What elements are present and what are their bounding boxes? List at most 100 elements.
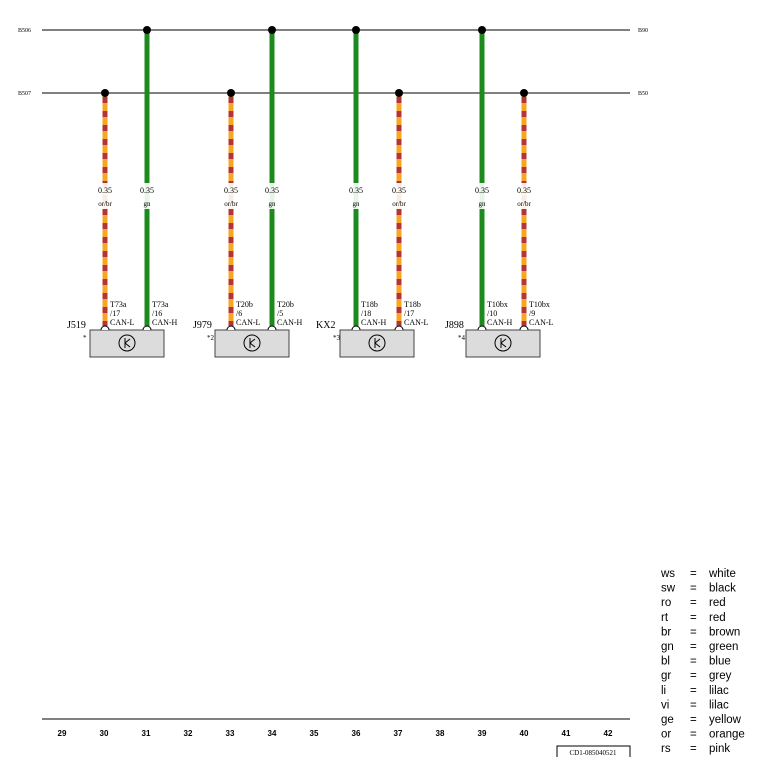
wire-size: 0.35 [517,186,531,195]
legend-code: gr [661,670,671,682]
legend-eq: = [690,568,697,580]
connector: T10bx [487,300,508,309]
legend-eq: = [690,641,697,653]
legend-code: rs [661,743,671,755]
component-symbol [243,334,261,352]
legend-code: sw [661,583,676,595]
signal: CAN-H [361,318,387,327]
label-bg [137,183,157,209]
component-box [339,329,415,358]
connector: T18b [361,300,378,309]
ruler-number: 31 [142,729,151,738]
label-bg [262,183,282,209]
ruler-number: 35 [310,729,319,738]
component-symbol [368,334,386,352]
pin: /6 [236,309,242,318]
signal: CAN-H [487,318,513,327]
pin: /10 [487,309,497,318]
component-label: J898 [445,320,464,331]
ruler-number: 37 [394,729,403,738]
component-symbol-arrow [500,338,507,348]
component-box [214,329,290,358]
pin-terminal [394,325,404,331]
label-bg [346,183,366,209]
signal: CAN-L [236,318,261,327]
legend-eq: = [690,597,697,609]
legend-code: rt [661,612,669,624]
connector: T20b [277,300,294,309]
ruler-number: 41 [562,729,571,738]
legend-meaning: lilac [709,685,729,697]
wire-color: or/br [98,200,112,208]
legend-code: vi [661,699,669,711]
wire-size: 0.35 [224,186,238,195]
connector: T18b [404,300,421,309]
component-symbol [494,334,512,352]
ruler-number: 38 [436,729,445,738]
legend-meaning: brown [709,626,740,638]
junction [268,26,276,34]
legend-meaning: yellow [709,714,742,726]
signal: CAN-L [404,318,429,327]
legend-eq: = [690,699,697,711]
wire-size: 0.35 [392,186,406,195]
wire-color: gn [479,200,487,208]
wire-color: or/br [517,200,531,208]
bus-label: B50 [638,91,648,97]
bus-label: B507 [18,91,31,97]
legend-meaning: grey [709,670,732,682]
wire-color: or/br [392,200,406,208]
signal: CAN-H [152,318,178,327]
pin: /17 [404,309,414,318]
legend-code: gn [661,641,674,653]
legend-code: or [661,729,671,741]
signal: CAN-H [277,318,303,327]
component-label: J519 [67,320,86,331]
ruler-number: 29 [58,729,67,738]
legend-eq: = [690,583,697,595]
component-label: KX2 [316,320,335,331]
ruler-number: 42 [604,729,613,738]
legend-code: bl [661,656,670,668]
wire-size: 0.35 [140,186,154,195]
legend-meaning: red [709,612,726,624]
component-note: * [83,334,87,342]
junction [143,26,151,34]
pin-terminal [477,325,487,331]
component-note: *3 [333,334,341,342]
pin: /5 [277,309,283,318]
ruler-number: 40 [520,729,529,738]
ruler-number: 34 [268,729,277,738]
legend-meaning: white [708,568,736,580]
legend-code: ge [661,714,674,726]
pin-terminal [226,325,236,331]
wire-color: or/br [224,200,238,208]
legend-meaning: orange [709,729,745,741]
legend-eq: = [690,626,697,638]
label-bg [514,183,534,209]
label-bg [472,183,492,209]
pin: /18 [361,309,371,318]
wire-size: 0.35 [265,186,279,195]
pin: /17 [110,309,120,318]
connector: T10bx [529,300,550,309]
ruler-number: 30 [100,729,109,738]
wire-size: 0.35 [349,186,363,195]
signal: CAN-L [110,318,135,327]
component-label: J979 [193,320,212,331]
legend-eq: = [690,714,697,726]
signal: CAN-L [529,318,554,327]
wire-size: 0.35 [98,186,112,195]
wire-color: gn [144,200,152,208]
pin-terminal [267,325,277,331]
legend-eq: = [690,612,697,624]
label-bg [221,183,241,209]
junction [478,26,486,34]
component-symbol-arrow [124,338,131,348]
legend-eq: = [690,670,697,682]
component-note: *2 [207,334,215,342]
pin-terminal [142,325,152,331]
pin: /9 [529,309,535,318]
wire-color: gn [353,200,361,208]
